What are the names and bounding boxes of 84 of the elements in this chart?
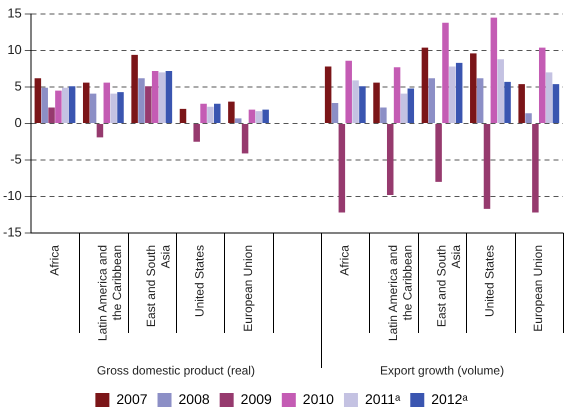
bar xyxy=(131,54,138,123)
bar xyxy=(525,113,532,123)
legend-label: 2008 xyxy=(178,390,210,407)
x-tick-label: Latin America and the Caribbean xyxy=(96,245,124,342)
bar xyxy=(332,103,338,123)
bar xyxy=(248,110,256,123)
bar xyxy=(207,106,214,123)
bar xyxy=(110,94,117,123)
text: Gross domestic product (real) xyxy=(96,363,255,378)
bar xyxy=(234,118,242,123)
bar xyxy=(104,82,110,123)
bar xyxy=(96,124,104,138)
bar xyxy=(408,88,414,123)
bar xyxy=(538,48,546,123)
legend-label: 2011ᵃ xyxy=(364,390,402,407)
bar xyxy=(228,102,235,123)
x-tick-label: Africa xyxy=(47,244,62,276)
bar xyxy=(470,53,477,123)
bar xyxy=(490,18,498,123)
bar xyxy=(442,22,449,123)
x-tick-label: East and South Asia xyxy=(144,244,172,328)
bar xyxy=(152,70,158,123)
bar xyxy=(41,88,48,123)
bar xyxy=(476,78,484,123)
y-tick-label: 15 xyxy=(7,6,22,21)
x-tick-label: Latin America and the Caribbean xyxy=(386,245,414,342)
y-tick-label: 5 xyxy=(14,78,22,94)
legend-label: 2012ᵃ xyxy=(431,390,468,407)
bar xyxy=(345,60,352,123)
bar xyxy=(90,94,96,123)
bar xyxy=(552,84,560,123)
text: Export growth (volume) xyxy=(380,363,504,378)
bar xyxy=(380,107,387,123)
x-tick-label: European Union xyxy=(240,245,255,332)
bar xyxy=(497,59,504,123)
y-tick-label: -15 xyxy=(2,224,22,240)
bar xyxy=(352,80,359,123)
bar xyxy=(504,82,511,123)
y-tick-label: 0 xyxy=(14,115,22,130)
bar xyxy=(200,104,207,123)
bar xyxy=(82,82,90,123)
bar xyxy=(158,72,166,123)
x-tick-label: Africa xyxy=(338,244,352,276)
bar xyxy=(242,124,248,154)
bar xyxy=(435,124,442,182)
bar xyxy=(373,82,380,123)
bar xyxy=(34,78,42,123)
bar xyxy=(166,70,172,123)
bar xyxy=(324,66,332,123)
bar xyxy=(449,66,456,123)
bar xyxy=(359,86,366,123)
bar xyxy=(180,108,186,123)
x-tick-label: United States xyxy=(192,245,206,318)
bar xyxy=(518,84,525,123)
bar xyxy=(400,94,408,123)
y-tick-label: -10 xyxy=(2,188,22,204)
bar xyxy=(145,86,152,123)
x-tick-label: United States xyxy=(482,245,497,318)
legend-label: 2009 xyxy=(240,390,272,407)
bar xyxy=(394,67,400,123)
bar xyxy=(532,124,539,213)
y-tick-label: -5 xyxy=(10,152,22,167)
bar xyxy=(55,90,62,123)
legend-label: 2007 xyxy=(116,390,148,407)
bar xyxy=(256,111,262,123)
y-tick-label: 10 xyxy=(7,42,22,58)
bar xyxy=(422,48,428,123)
bar xyxy=(48,107,55,123)
bar xyxy=(386,124,394,196)
bar xyxy=(262,110,269,123)
bar xyxy=(428,78,436,123)
x-tick-label: East and South Asia xyxy=(434,244,463,328)
bar xyxy=(214,104,221,123)
bar xyxy=(117,92,124,123)
bar xyxy=(62,88,69,123)
bar xyxy=(193,124,200,142)
bar xyxy=(138,78,145,123)
bar xyxy=(456,62,462,123)
bar xyxy=(338,124,346,213)
bar xyxy=(484,124,490,209)
bar xyxy=(68,86,76,123)
legend-label: 2010 xyxy=(302,390,334,407)
bar xyxy=(546,72,552,123)
x-tick-label: European Union xyxy=(531,245,546,332)
